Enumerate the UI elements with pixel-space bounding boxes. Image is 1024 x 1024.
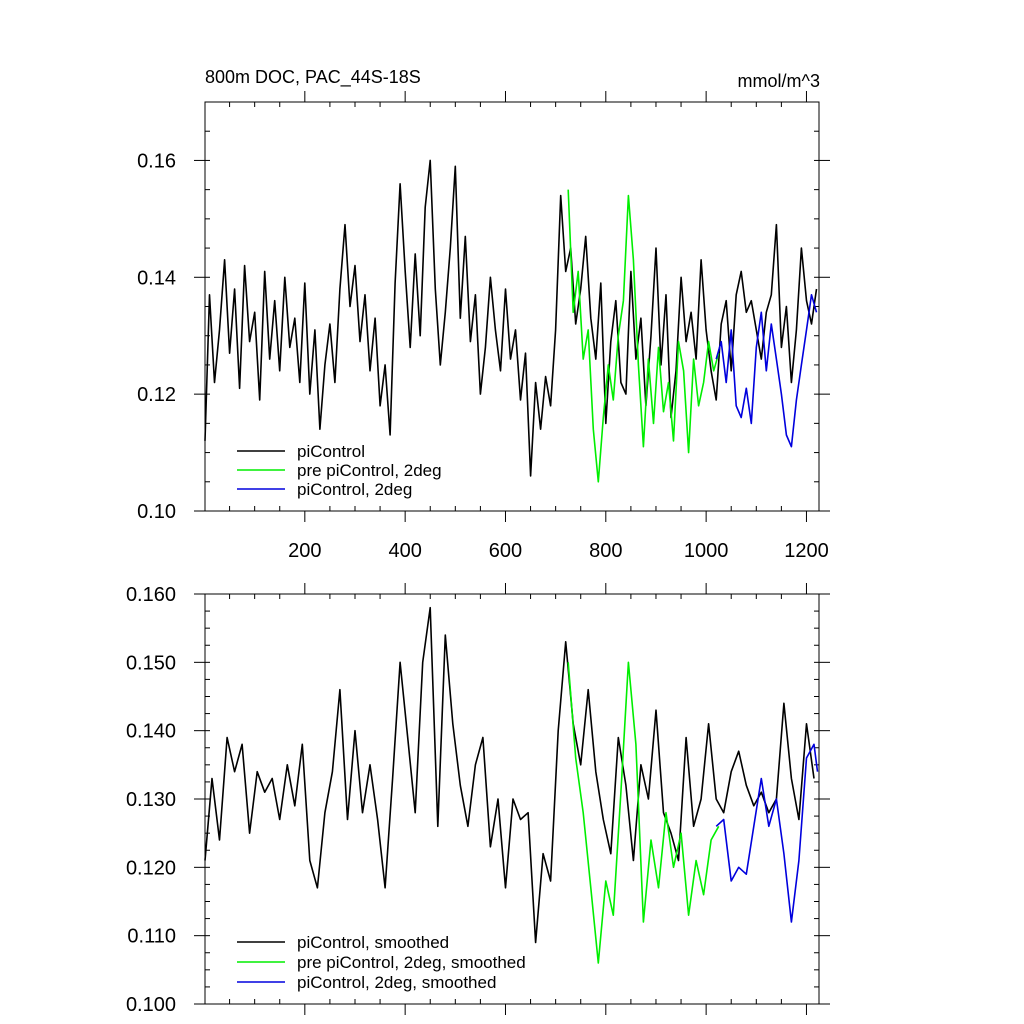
panel-top-legend: piControl pre piControl, 2deg piControl,… [237,442,442,499]
y-tick-label: 0.130 [126,789,176,811]
series-line-picontrol [204,159,818,477]
panel-bottom-legend: piControl, smoothed pre piControl, 2deg,… [237,933,526,992]
panel-top-frame [204,101,820,512]
panel-bottom-ticks: 0.100 0.110 0.120 0.130 0.140 0.150 0.160 [126,583,830,1016]
legend-label-pre-picontrol-2deg-smoothed: pre piControl, 2deg, smoothed [297,953,526,972]
panel-top-series [204,159,818,483]
y-tick-label: 0.110 [127,926,176,948]
y-tick-label: 0.14 [137,267,176,289]
x-tick-label: 200 [288,540,321,562]
y-tick-label: 0.16 [137,150,176,172]
y-tick-label: 0.140 [126,721,176,743]
legend-label-picontrol-2deg: piControl, 2deg [297,480,412,499]
x-tick-label: 800 [589,540,622,562]
legend-label-picontrol: piControl [297,442,365,461]
legend-label-picontrol-smoothed: piControl, smoothed [297,933,449,952]
series-line-picontrol-smoothed [204,606,815,944]
x-tick-label: 1000 [684,540,729,562]
series-line-pre-picontrol-2deg [567,189,720,483]
panel-top: 800m DOC, PAC_44S-18S mmol/m^3 200 400 600… [137,67,830,562]
y-tick-label: 0.100 [126,994,176,1016]
panel-bottom-series [204,606,819,964]
legend-label-pre-picontrol-2deg: pre piControl, 2deg [297,461,442,480]
panel-top-title: 800m DOC, PAC_44S-18S [205,67,421,88]
y-tick-label: 0.10 [137,501,176,523]
panel-bottom: 0.100 0.110 0.120 0.130 0.140 0.150 0.160 piCo… [126,583,830,1016]
x-tick-label: 600 [489,540,522,562]
legend-label-picontrol-2deg-smoothed: piControl, 2deg, smoothed [297,973,496,992]
y-tick-label: 0.160 [126,584,176,606]
series-line-picontrol-2deg-smoothed [715,743,819,923]
x-tick-label: 1200 [784,540,829,562]
panel-top-units: mmol/m^3 [738,71,820,91]
panel-bottom-frame [204,593,820,1005]
series-line-pre-picontrol-2deg-smoothed [567,661,720,964]
y-tick-label: 0.12 [137,384,176,406]
series-line-picontrol-2deg [715,293,818,448]
y-tick-label: 0.150 [126,652,176,674]
panel-top-ticks: 200 400 600 800 1000 1200 0.10 0.12 0.14 0.16 [137,91,830,562]
x-tick-label: 400 [388,540,421,562]
y-tick-label: 0.120 [126,857,176,879]
